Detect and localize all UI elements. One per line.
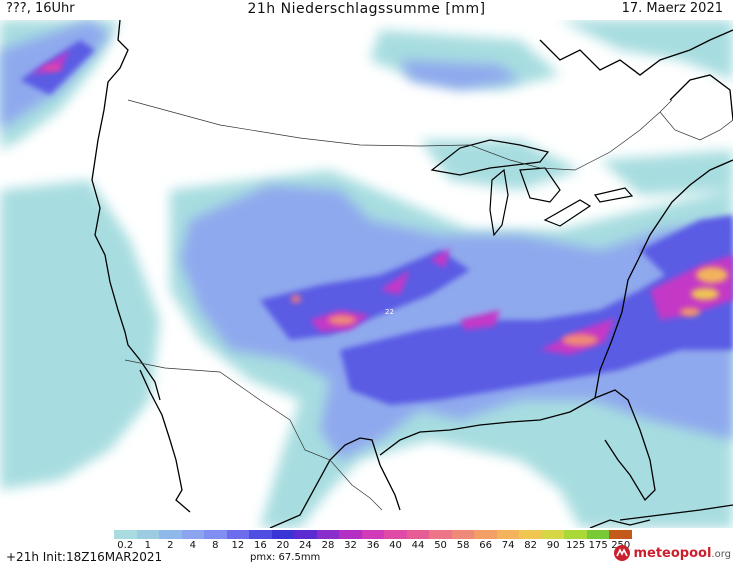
color-bar-tick-label: 32 <box>344 540 357 551</box>
max-precip-label: pmx: 67.5mm <box>250 552 321 563</box>
color-bar-segment <box>586 530 610 539</box>
color-bar-tick-label: 24 <box>299 540 312 551</box>
color-bar-tick-label: 8 <box>212 540 219 551</box>
color-bar-tick-label: 16 <box>254 540 267 551</box>
color-bar-segment <box>451 530 475 539</box>
color-bar-segment <box>226 530 250 539</box>
color-bar-tick-label: 4 <box>189 540 196 551</box>
color-bar-tick-label: 125 <box>566 540 586 551</box>
color-bar-segment <box>181 530 205 539</box>
color-bar-tick-label: 58 <box>456 540 470 551</box>
color-bar-segment <box>519 530 542 539</box>
color-bar-tick-label: 40 <box>389 540 402 551</box>
color-bar-tick-label: 36 <box>366 540 380 551</box>
color-bar-segment <box>159 530 182 539</box>
logo-text: meteopool.org <box>633 545 731 561</box>
meteopool-logo-icon <box>614 545 631 561</box>
color-bar-segment <box>271 530 295 539</box>
color-bar-tick-label: 175 <box>588 540 608 551</box>
borders <box>124 99 733 511</box>
color-bar-segment <box>114 530 137 539</box>
color-bar-tick-label: 50 <box>434 540 447 551</box>
color-bar-tick-label: 28 <box>321 540 335 551</box>
great-lakes <box>430 139 634 237</box>
color-bar-segment <box>339 530 362 539</box>
color-bar-segment <box>406 530 430 539</box>
color-bar-segment <box>249 530 272 539</box>
color-bar-tick-label: 82 <box>524 540 538 551</box>
color-bar-segment <box>204 530 227 539</box>
color-bar-segment <box>429 530 452 539</box>
map-value-label: 22 <box>385 308 394 316</box>
color-bar-tick-label: 0.2 <box>117 540 134 551</box>
color-bar-tick-label: 66 <box>479 540 492 551</box>
color-bar-segment <box>474 530 497 539</box>
color-bar-tick-label: 90 <box>546 540 560 551</box>
color-bar-ticks: 0.2 1 2 4 8 12 16 20 24 28 32 36 40 44 50 58 66 74 82 90 125… <box>114 540 632 552</box>
color-bar-segment <box>384 530 407 539</box>
color-bar-tick-label: 1 <box>144 540 151 551</box>
meteopool-logo[interactable]: meteopool.org <box>613 542 731 564</box>
color-bar-tick-label: 74 <box>501 540 515 551</box>
init-time-label: +21h Init:18Z16MAR2021 <box>6 550 163 564</box>
precip-heavy-layer <box>20 40 733 405</box>
color-bar-segment <box>316 530 340 539</box>
color-bar-segment <box>136 530 160 539</box>
precipitation-map: 22 <box>0 20 733 528</box>
valid-time-label: ???, 16Uhr <box>6 1 75 16</box>
color-bar-segment <box>361 530 385 539</box>
color-bar-tick-label: 20 <box>276 540 290 551</box>
precip-peak-layer <box>42 65 728 346</box>
map-title: 21h Niederschlagssumme [mm] <box>247 1 486 17</box>
date-label: 17. Maerz 2021 <box>621 1 723 16</box>
color-bar-tick-label: 2 <box>167 540 174 551</box>
color-bar-segment <box>541 530 565 539</box>
color-bar-segment <box>294 530 317 539</box>
color-bar-segment <box>496 530 520 539</box>
color-bar-segment <box>564 530 587 539</box>
color-bar-tick-label: 12 <box>231 540 245 551</box>
legend: 0.2 1 2 4 8 12 16 20 24 28 32 36 40 44 50 58 66 74 82 90 125… <box>0 528 733 566</box>
color-bar-tick-label: 44 <box>411 540 425 551</box>
header: ???, 16Uhr 21h Niederschlagssumme [mm] 1… <box>0 0 733 20</box>
color-bar <box>114 530 632 539</box>
coastlines <box>91 20 733 528</box>
color-bar-segment <box>609 530 632 539</box>
